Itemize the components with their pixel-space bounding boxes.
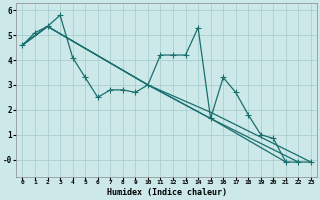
X-axis label: Humidex (Indice chaleur): Humidex (Indice chaleur) <box>107 188 227 197</box>
